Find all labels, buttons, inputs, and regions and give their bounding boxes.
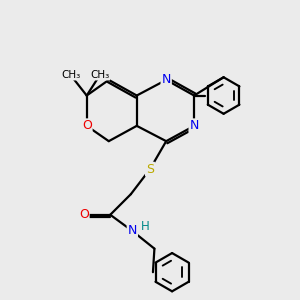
Text: O: O bbox=[82, 119, 92, 132]
Text: H: H bbox=[141, 220, 150, 233]
Text: CH₃: CH₃ bbox=[90, 70, 110, 80]
Text: N: N bbox=[128, 224, 137, 238]
Text: O: O bbox=[79, 208, 89, 221]
Text: N: N bbox=[190, 119, 199, 132]
Text: S: S bbox=[146, 163, 154, 176]
Text: CH₃: CH₃ bbox=[61, 70, 80, 80]
Text: N: N bbox=[161, 74, 171, 86]
